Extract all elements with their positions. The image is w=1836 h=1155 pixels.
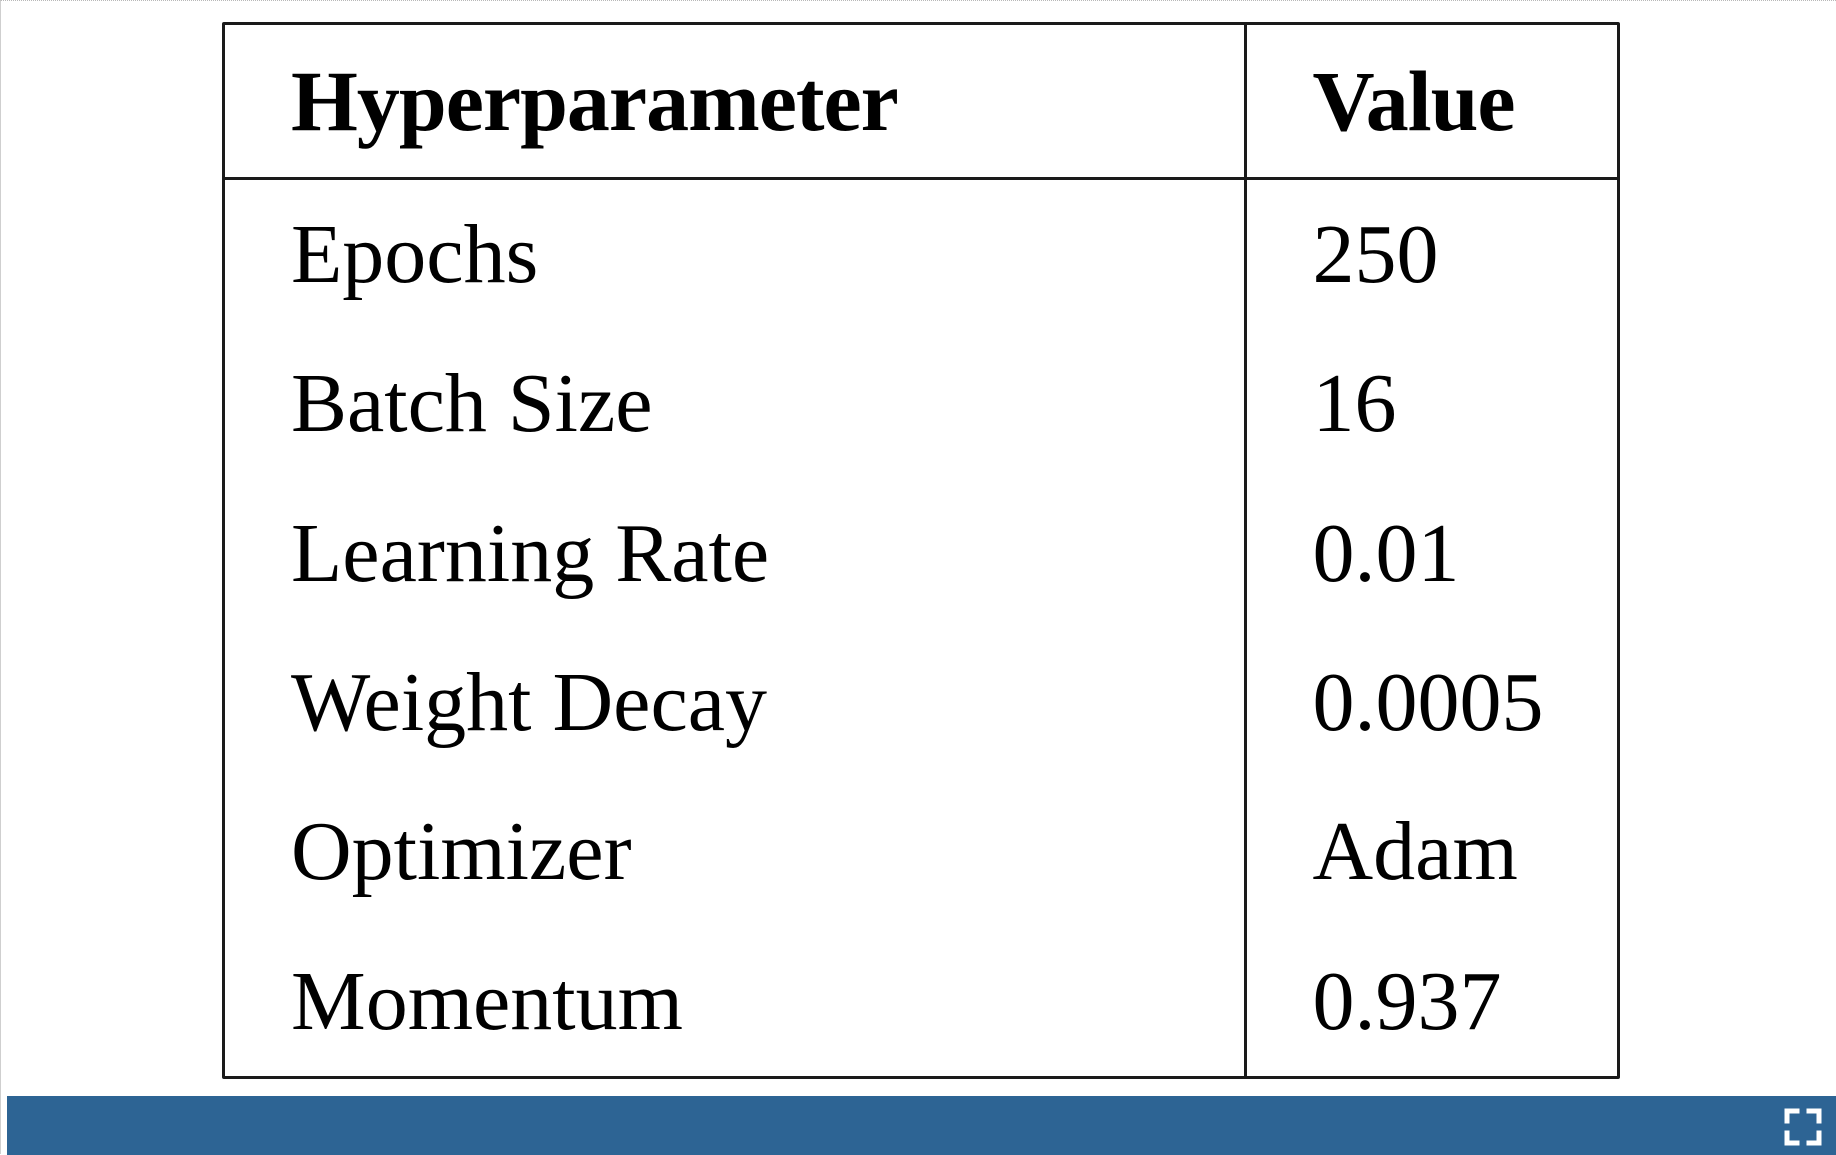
table-header-row: Hyperparameter Value	[225, 25, 1617, 180]
table-row: Momentum 0.937	[225, 926, 1617, 1076]
table-row: Batch Size 16	[225, 329, 1617, 479]
row-param-name: Weight Decay	[225, 627, 1247, 778]
header-value: Value	[1245, 25, 1617, 180]
hyperparameter-table: Hyperparameter Value Epochs 250 Batch Si…	[225, 25, 1617, 1076]
row-param-name: Momentum	[225, 926, 1247, 1076]
table-row: Optimizer Adam	[225, 777, 1617, 927]
table-row: Weight Decay 0.0005	[225, 627, 1617, 778]
row-param-value: Adam	[1312, 805, 1518, 899]
row-param-value: 16	[1312, 357, 1397, 451]
hyperparameter-table-figure: Hyperparameter Value Epochs 250 Batch Si…	[222, 22, 1620, 1079]
table-row: Epochs 250	[225, 178, 1617, 330]
table-row: Learning Rate 0.01	[225, 478, 1617, 628]
row-param-name: Batch Size	[225, 329, 1247, 479]
row-param-value: 0.0005	[1312, 656, 1544, 750]
row-param-value: 0.01	[1312, 506, 1460, 600]
viewer-footer-bar	[7, 1096, 1836, 1155]
row-param-name: Learning Rate	[225, 478, 1247, 628]
row-param-name: Epochs	[225, 178, 1247, 330]
expand-icon	[1784, 1108, 1822, 1146]
row-param-value: 250	[1312, 208, 1439, 302]
row-param-value: 0.937	[1312, 954, 1502, 1048]
header-hyperparameter: Hyperparameter	[225, 25, 1247, 180]
fullscreen-button[interactable]	[1784, 1108, 1822, 1146]
row-param-name: Optimizer	[225, 777, 1247, 927]
